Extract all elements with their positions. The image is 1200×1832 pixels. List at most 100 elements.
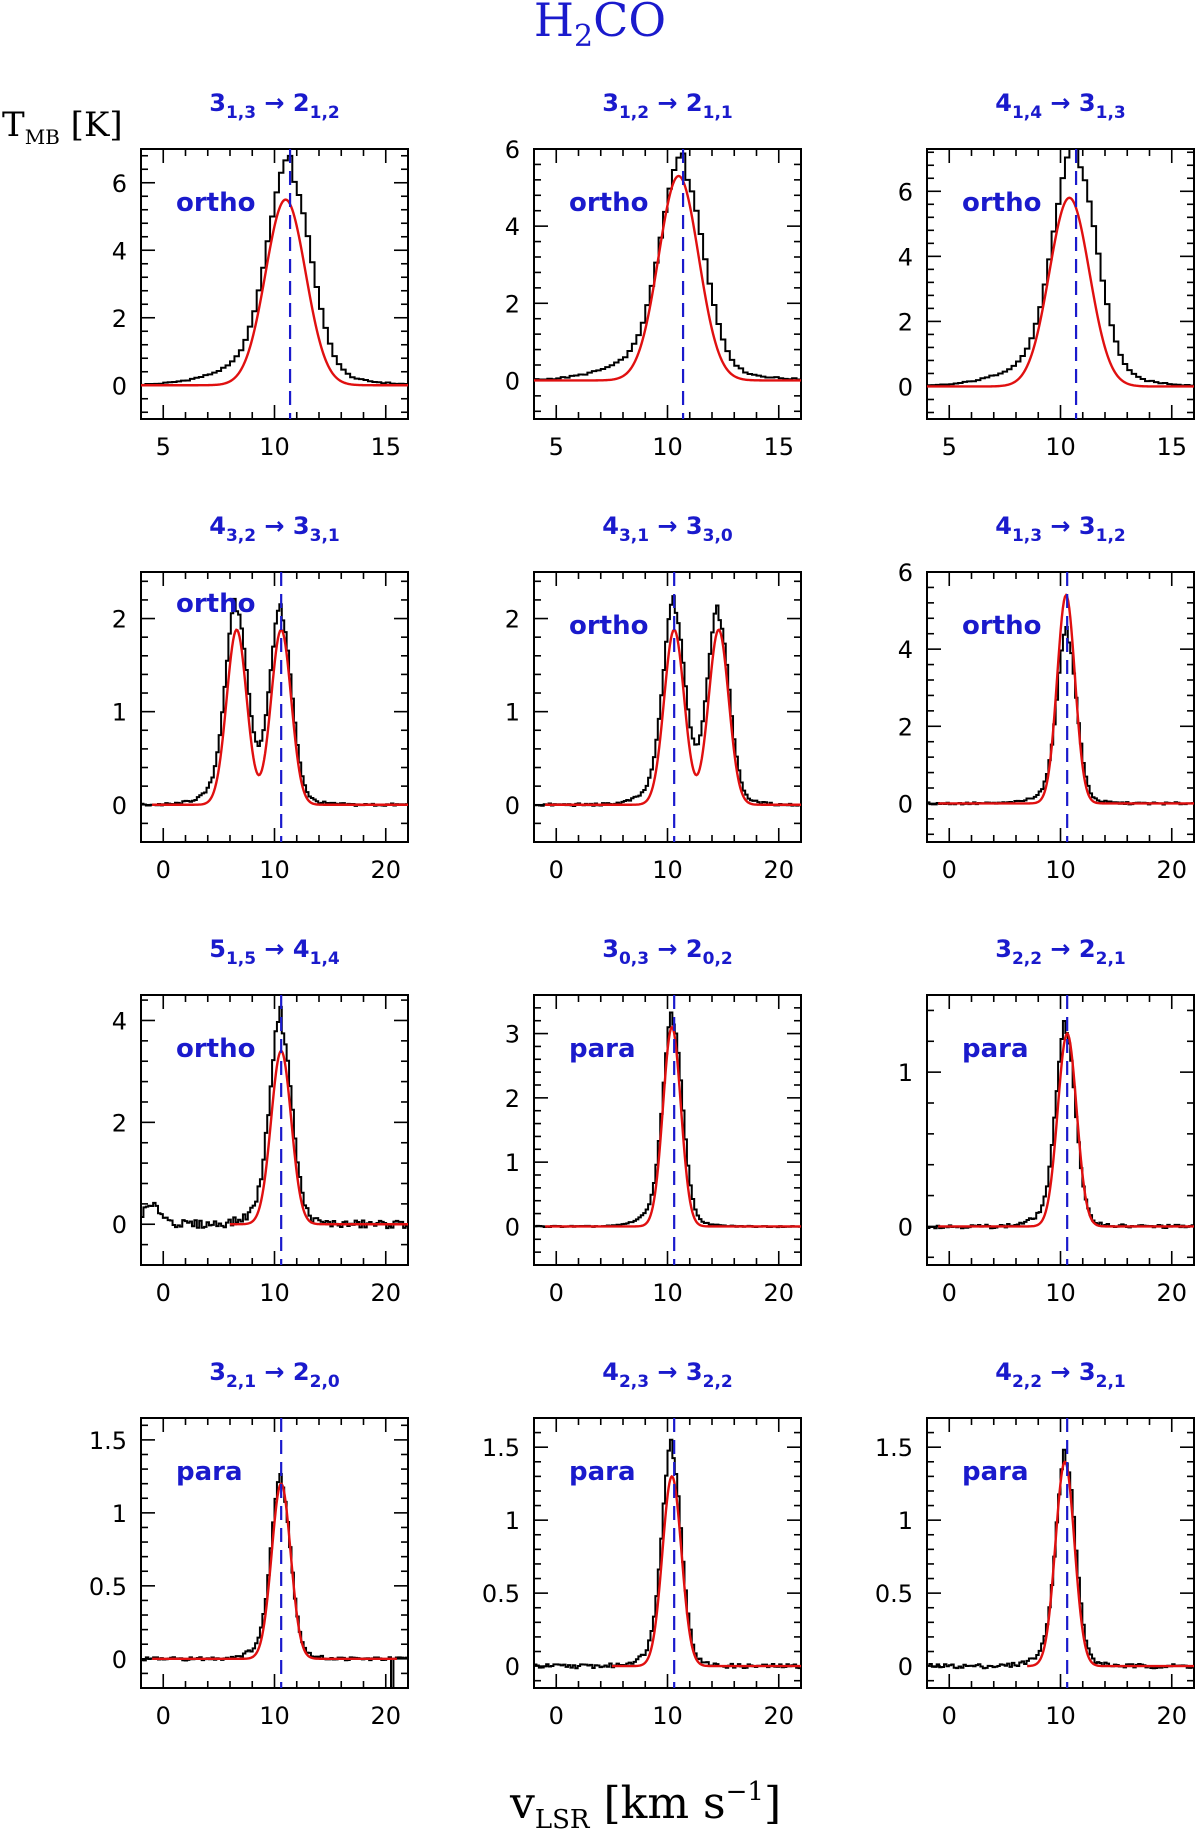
model-spectrum bbox=[1027, 1460, 1194, 1668]
panel-4: 43,2 → 33,1 0 10 20 0 1 2 ortho bbox=[112, 512, 409, 884]
panel-title-part: 0,3 bbox=[619, 949, 649, 969]
model-spectrum bbox=[152, 628, 408, 806]
x-tick-label: 10 bbox=[652, 433, 683, 461]
x-tick-label: 10 bbox=[1045, 1279, 1076, 1307]
panel-title-part: 3 bbox=[293, 512, 310, 540]
spin-tag: ortho bbox=[569, 188, 649, 218]
x-axis-label: vLSR [km s−1] bbox=[509, 1777, 781, 1832]
panel-title-part: 3 bbox=[686, 1358, 703, 1386]
panel-title-part: 3,1 bbox=[619, 526, 649, 546]
y-tick-label: 1.5 bbox=[482, 1434, 520, 1462]
x-tick-label: 0 bbox=[156, 1702, 171, 1730]
y-tick-label: 1 bbox=[898, 1507, 913, 1535]
y-tick-label: 6 bbox=[898, 178, 913, 206]
panel-title-part: 3 bbox=[686, 512, 703, 540]
panel-title-part: 3 bbox=[1079, 512, 1096, 540]
x-tick-label: 0 bbox=[156, 1279, 171, 1307]
y-tick-label: 0 bbox=[112, 372, 127, 400]
x-tick-label: 20 bbox=[763, 1702, 794, 1730]
x-tick-label: 20 bbox=[763, 856, 794, 884]
y-axis-label: TMB [K] bbox=[2, 105, 123, 149]
panel-title-part: → bbox=[1042, 935, 1079, 963]
panel-title-part: 1,4 bbox=[310, 949, 340, 969]
spin-tag: para bbox=[569, 1457, 636, 1487]
y-tick-label: 0 bbox=[112, 1211, 127, 1239]
y-tick-label: 4 bbox=[898, 636, 913, 664]
x-tick-label: 10 bbox=[652, 1279, 683, 1307]
x-tick-label: 15 bbox=[1156, 433, 1187, 461]
panel-title: 51,5 → 41,4 bbox=[209, 935, 340, 969]
panel-title-part: → bbox=[1042, 1358, 1079, 1386]
y-tick-label: 0 bbox=[505, 1653, 520, 1681]
y-tick-label: 1 bbox=[112, 699, 127, 727]
y-tick-label: 0 bbox=[898, 1213, 913, 1241]
spin-tag: ortho bbox=[569, 611, 649, 641]
panel-title: 43,2 → 33,1 bbox=[209, 512, 339, 546]
panel-title: 42,2 → 32,1 bbox=[995, 1358, 1125, 1392]
y-tick-label: 0 bbox=[112, 1646, 127, 1674]
panel-title-part: → bbox=[649, 512, 686, 540]
panel-title-part: 1,2 bbox=[310, 103, 340, 123]
y-tick-label: 4 bbox=[505, 213, 520, 241]
panel-title-part: 3 bbox=[602, 89, 619, 117]
panel-title-part: → bbox=[649, 935, 686, 963]
observed-spectrum bbox=[534, 595, 801, 807]
model-spectrum bbox=[545, 628, 801, 806]
y-tick-label: 2 bbox=[505, 606, 520, 634]
model-spectrum bbox=[611, 1474, 801, 1668]
panel-title-part: → bbox=[256, 89, 293, 117]
y-tick-label: 2 bbox=[898, 713, 913, 741]
y-tick-label: 1.5 bbox=[89, 1427, 127, 1455]
x-tick-label: 20 bbox=[763, 1279, 794, 1307]
panel-title-part: 4 bbox=[995, 89, 1012, 117]
panel-title-part: 1,2 bbox=[619, 103, 649, 123]
x-tick-label: 5 bbox=[549, 433, 564, 461]
y-tick-label: 1 bbox=[898, 1059, 913, 1087]
spin-tag: para bbox=[569, 1034, 636, 1064]
panel-10: 32,1 → 22,0 0 10 20 0 0.5 1 1.5 para bbox=[89, 1358, 409, 1730]
y-tick-label: 4 bbox=[112, 1007, 127, 1035]
panel-title-part: → bbox=[256, 935, 293, 963]
panel-title-part: 3 bbox=[1079, 89, 1096, 117]
y-tick-label: 0 bbox=[898, 1653, 913, 1681]
x-tick-label: 0 bbox=[942, 1702, 957, 1730]
x-tick-label: 0 bbox=[942, 856, 957, 884]
model-spectrum bbox=[938, 593, 1194, 805]
panel-title-part: → bbox=[1042, 512, 1079, 540]
panel-title: 41,3 → 31,2 bbox=[995, 512, 1125, 546]
panel-title: 31,2 → 21,1 bbox=[602, 89, 732, 123]
y-tick-label: 6 bbox=[112, 170, 127, 198]
x-tick-label: 10 bbox=[1045, 1702, 1076, 1730]
y-tick-label: 0.5 bbox=[482, 1580, 520, 1608]
x-tick-label: 10 bbox=[259, 433, 290, 461]
observed-spectrum bbox=[927, 625, 1194, 806]
observed-spectrum bbox=[534, 152, 801, 381]
panel-11: 42,3 → 32,2 0 10 20 0 0.5 1 1.5 para bbox=[482, 1358, 802, 1730]
observed-spectrum bbox=[141, 1473, 408, 1688]
panel-title-part: 3 bbox=[602, 935, 619, 963]
panel-title-part: 2,2 bbox=[1012, 1372, 1042, 1392]
panel-title-part: 2 bbox=[1079, 935, 1096, 963]
x-tick-label: 20 bbox=[1156, 1279, 1187, 1307]
x-tick-label: 10 bbox=[652, 856, 683, 884]
panel-title-part: 4 bbox=[602, 512, 619, 540]
panel-title-part: 1,2 bbox=[1096, 526, 1126, 546]
panel-title-part: 4 bbox=[293, 935, 310, 963]
panel-title-part: → bbox=[256, 512, 293, 540]
x-tick-label: 5 bbox=[156, 433, 171, 461]
x-tick-label: 10 bbox=[259, 1702, 290, 1730]
panel-title-part: 2 bbox=[686, 89, 703, 117]
model-spectrum bbox=[927, 196, 1194, 388]
panel-12: 42,2 → 32,1 0 10 20 0 0.5 1 1.5 para bbox=[875, 1358, 1195, 1730]
panel-title-part: 0,2 bbox=[703, 949, 733, 969]
panel-title: 41,4 → 31,3 bbox=[995, 89, 1125, 123]
x-tick-label: 0 bbox=[549, 1702, 564, 1730]
panel-9: 32,2 → 22,1 0 10 20 0 1 para bbox=[898, 935, 1195, 1307]
x-tick-label: 20 bbox=[370, 1702, 401, 1730]
panel-title: 32,1 → 22,0 bbox=[209, 1358, 340, 1392]
panel-title-part: 3,1 bbox=[310, 526, 340, 546]
